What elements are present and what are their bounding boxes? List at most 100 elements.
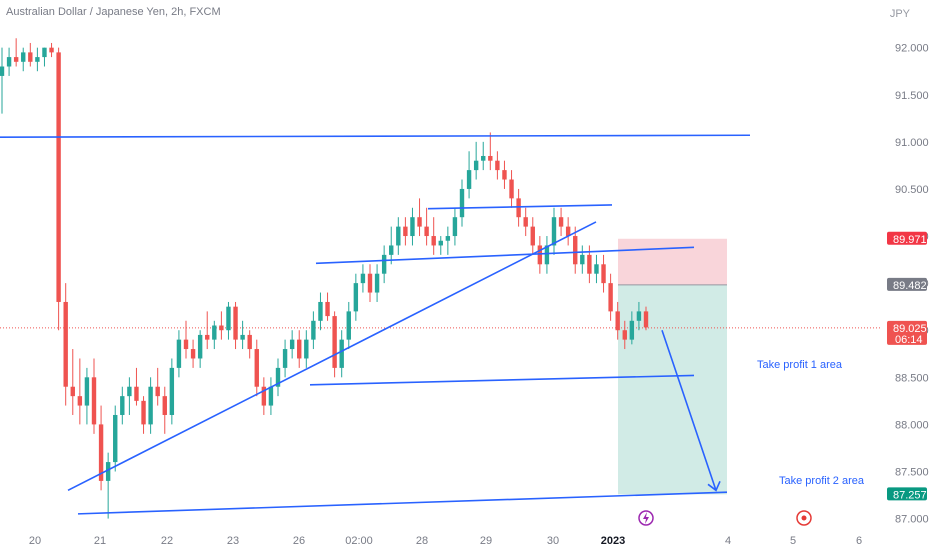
candle — [304, 330, 309, 368]
candle — [580, 245, 585, 274]
neckline-support — [309, 374, 695, 386]
candle — [643, 306, 649, 331]
rising-trendline — [67, 221, 597, 492]
candle-body — [502, 170, 507, 180]
candle-body — [417, 217, 422, 227]
candle — [190, 339, 196, 368]
candle-body — [197, 334, 203, 359]
stop-loss-zone — [618, 238, 727, 285]
candle — [488, 132, 493, 171]
candle — [219, 311, 224, 340]
candle-body — [254, 349, 259, 387]
candle — [35, 47, 40, 72]
candle-body — [141, 400, 146, 425]
candle-body — [622, 330, 627, 340]
candle — [452, 207, 458, 246]
candle — [389, 226, 394, 265]
candle-body — [346, 311, 351, 340]
candle-body — [445, 236, 451, 241]
candle-body — [473, 160, 479, 171]
candle — [289, 330, 295, 359]
candle — [466, 151, 472, 199]
candle-body — [42, 47, 47, 58]
lightning-event-icon[interactable] — [638, 510, 654, 526]
candle-body — [318, 301, 323, 321]
candle — [601, 254, 606, 293]
candle-body — [325, 301, 330, 317]
candle-body — [381, 254, 387, 274]
upper-channel-line — [315, 246, 695, 265]
candle-body — [332, 316, 337, 368]
candle — [120, 386, 125, 425]
candle-body — [261, 386, 267, 406]
candle-body — [530, 226, 535, 246]
candle — [197, 330, 203, 368]
candle — [325, 292, 330, 321]
candle-body — [643, 311, 649, 328]
x-tick-label: 26 — [293, 535, 305, 547]
candle-body — [282, 349, 288, 368]
candle — [98, 405, 104, 491]
y-tick-label: 88.500 — [895, 372, 929, 384]
candle-body — [360, 273, 366, 284]
candle-body — [105, 462, 111, 481]
support-line — [77, 491, 728, 515]
candle — [367, 264, 373, 302]
candle — [565, 217, 571, 246]
candle — [297, 330, 302, 368]
candle-body — [49, 47, 54, 53]
candle — [205, 311, 210, 350]
candle — [311, 311, 316, 350]
candle-body — [565, 226, 571, 237]
candle — [608, 273, 613, 321]
annotation-take-profit-2: Take profit 2 area — [779, 475, 865, 487]
chart-title: Australian Dollar / Japanese Yen, 2h, FX… — [6, 6, 221, 18]
candle — [318, 292, 323, 331]
candle — [155, 367, 160, 406]
candle — [91, 358, 97, 434]
candle — [226, 301, 231, 340]
y-tick-label: 91.000 — [895, 137, 929, 149]
candle — [410, 207, 415, 246]
candle — [21, 47, 26, 72]
candle — [523, 207, 528, 237]
candle — [162, 386, 167, 434]
candle-body — [615, 311, 620, 331]
candle-body — [148, 386, 153, 425]
price-tag — [887, 231, 927, 245]
x-tick-label: 21 — [94, 535, 106, 547]
candle-body — [297, 339, 302, 359]
candle-body — [558, 217, 564, 227]
candle-body — [162, 396, 167, 415]
y-tick-label: 88.000 — [895, 419, 929, 431]
resistance-line — [0, 134, 751, 138]
target-event-icon[interactable] — [796, 510, 812, 526]
price-tag-label: 89.025 — [893, 323, 927, 335]
x-tick-label: 4 — [725, 535, 731, 547]
candle — [516, 188, 521, 227]
annotation-take-profit-1: Take profit 1 area — [757, 359, 843, 371]
candle-body — [495, 160, 500, 171]
candle — [374, 264, 380, 302]
candle — [594, 254, 599, 284]
candle-body — [35, 57, 40, 62]
candle — [346, 301, 351, 350]
candle — [247, 330, 252, 359]
candle-body — [63, 301, 68, 387]
candle-body — [459, 188, 465, 218]
candle-body — [268, 386, 274, 406]
candle — [176, 330, 182, 378]
price-tag-label: 89.971 — [893, 234, 927, 246]
candle-body — [466, 170, 472, 189]
candle-body — [70, 386, 75, 397]
candle-body — [120, 396, 125, 415]
candle-body — [339, 339, 344, 368]
candle — [403, 217, 408, 246]
candle — [282, 339, 288, 378]
candle — [183, 320, 189, 359]
candle-body — [587, 254, 592, 274]
candle-body — [389, 245, 394, 255]
price-tag — [887, 277, 927, 291]
candle — [212, 320, 217, 350]
